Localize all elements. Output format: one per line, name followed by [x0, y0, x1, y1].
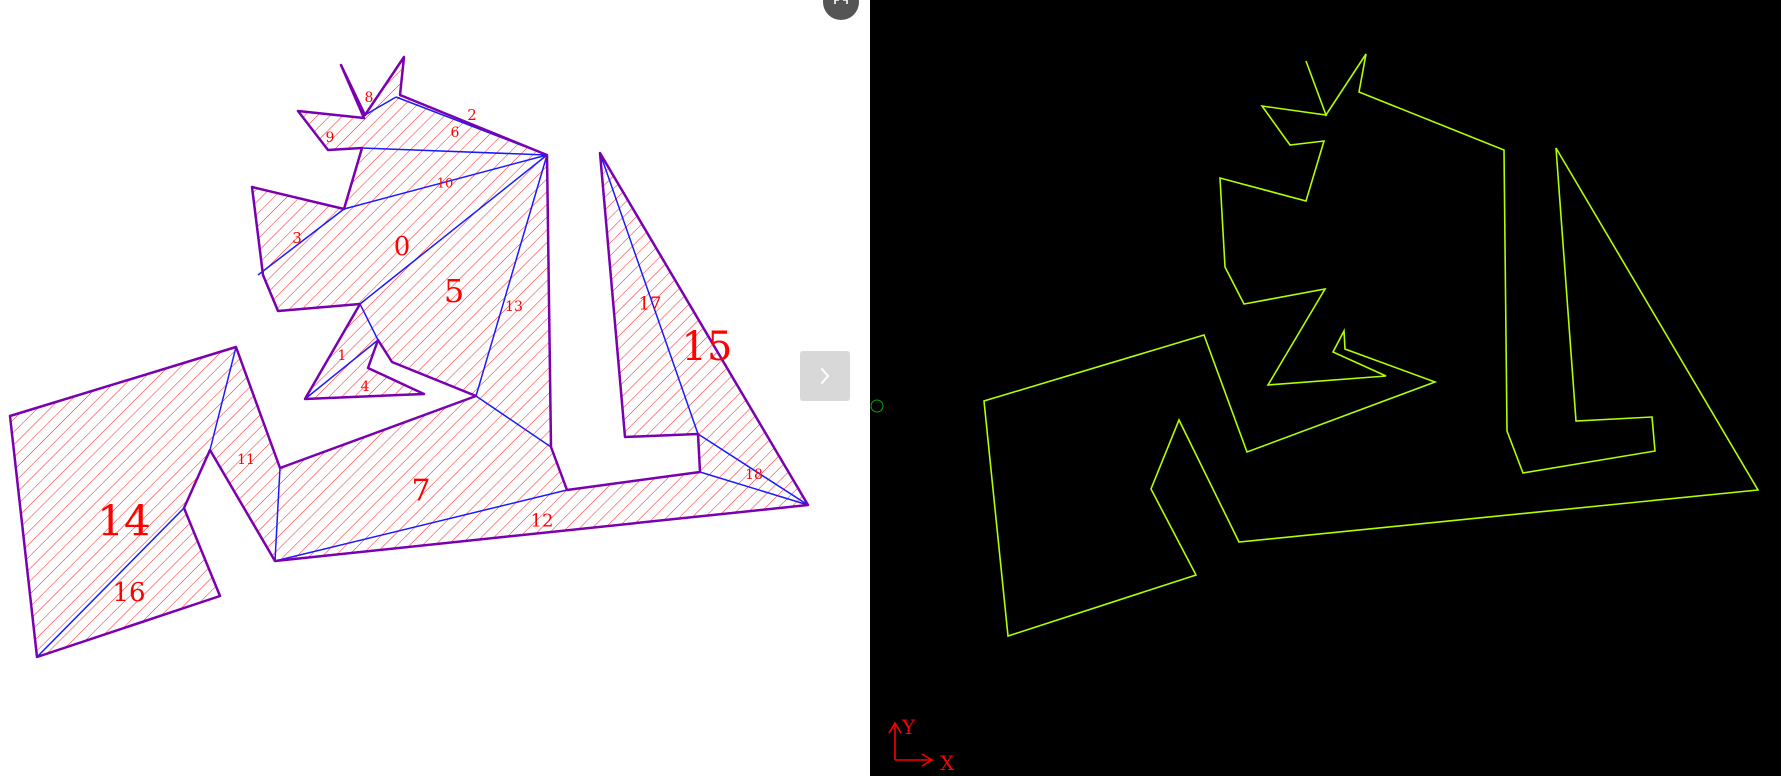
label-5: 5 [444, 272, 464, 310]
boundary-edges [8, 55, 810, 659]
label-8: 8 [365, 90, 374, 106]
outline-diagram: X Y [870, 53, 1760, 775]
axis-indicator: X Y [888, 715, 955, 775]
diagonal [359, 303, 379, 341]
diagonal [257, 208, 345, 276]
outline-polygon [983, 53, 1760, 638]
label-2: 2 [467, 106, 477, 124]
diagonal [209, 346, 237, 451]
label-15: 15 [682, 324, 733, 370]
y-axis-label: Y [901, 715, 916, 739]
polygon-labels: 0 1 2 3 4 5 6 7 8 9 10 11 12 13 14 15 16… [97, 90, 763, 608]
diagonal [274, 467, 281, 562]
diagonal [36, 507, 185, 658]
diagonal [475, 395, 552, 448]
diagonal [699, 471, 809, 506]
hatched-shapes [10, 57, 808, 657]
label-11: 11 [237, 452, 255, 468]
label-16: 16 [112, 578, 145, 608]
decomposition-view: 0 1 2 3 4 5 6 7 8 9 10 11 12 13 14 15 16… [0, 0, 870, 776]
decomposition-diagram: 0 1 2 3 4 5 6 7 8 9 10 11 12 13 14 15 16… [8, 55, 810, 659]
x-axis-arrow [921, 753, 934, 767]
origin-marker [870, 399, 884, 413]
expand-button[interactable] [823, 0, 859, 20]
label-14: 14 [97, 497, 150, 546]
diagonal [304, 339, 379, 400]
label-18: 18 [745, 467, 763, 483]
diagonal [364, 96, 397, 116]
interior-diagonals [36, 96, 809, 658]
label-6: 6 [451, 125, 460, 141]
hatched-upper-shape [10, 57, 808, 657]
label-4: 4 [361, 379, 370, 395]
label-12: 12 [531, 511, 554, 532]
diagonal [475, 154, 548, 397]
label-1: 1 [338, 348, 347, 364]
y-axis-arrow [888, 721, 902, 734]
label-0: 0 [394, 232, 411, 262]
label-7: 7 [411, 474, 430, 509]
diagonal [359, 154, 548, 305]
diagonal [697, 433, 809, 506]
cad-outline-view: X Y [870, 0, 1781, 776]
diagonal [599, 152, 699, 435]
diagonal [274, 489, 568, 562]
label-9: 9 [326, 130, 335, 146]
boundary-outline [8, 55, 810, 659]
diagonal [343, 154, 548, 210]
label-10: 10 [437, 177, 454, 192]
label-17: 17 [639, 294, 662, 315]
next-slide-button[interactable] [800, 351, 850, 401]
diagonal [361, 147, 548, 156]
label-13: 13 [505, 299, 523, 315]
x-axis-label: X [940, 751, 955, 775]
label-3: 3 [292, 229, 302, 247]
chevron-right-icon [821, 368, 829, 384]
expand-icon [834, 0, 848, 4]
